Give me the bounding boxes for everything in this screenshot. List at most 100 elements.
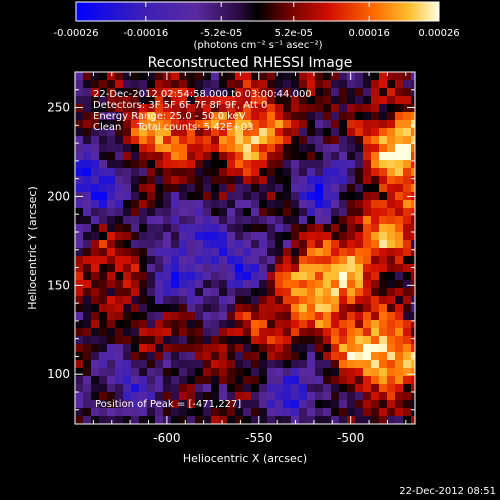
heatmap-cell <box>259 304 267 312</box>
heatmap-cell <box>243 168 251 176</box>
heatmap-cell <box>323 408 331 416</box>
heatmap-cell <box>115 392 123 400</box>
heatmap-cell <box>179 376 187 384</box>
heatmap-cell <box>211 248 219 256</box>
heatmap-cell <box>403 168 411 176</box>
heatmap-cell <box>243 144 251 152</box>
heatmap-cell <box>259 248 267 256</box>
heatmap-cell <box>107 176 115 184</box>
heatmap-cell <box>219 200 227 208</box>
heatmap-cell <box>179 312 187 320</box>
heatmap-cell <box>131 328 139 336</box>
heatmap-cell <box>355 120 363 128</box>
heatmap-cell <box>219 232 227 240</box>
heatmap-cell <box>235 104 243 112</box>
heatmap-cell <box>179 400 187 408</box>
heatmap-cell <box>171 352 179 360</box>
heatmap-cell <box>331 176 339 184</box>
heatmap-cell <box>75 136 83 144</box>
heatmap-cell <box>379 224 387 232</box>
heatmap-cell <box>139 344 147 352</box>
heatmap-cell <box>355 160 363 168</box>
heatmap-cell <box>99 344 107 352</box>
heatmap-cell <box>155 272 163 280</box>
heatmap-cell <box>323 120 331 128</box>
heatmap-cell <box>131 72 139 80</box>
heatmap-cell <box>403 152 411 160</box>
heatmap-cell <box>139 256 147 264</box>
heatmap-cell <box>171 344 179 352</box>
heatmap-cell <box>411 280 415 288</box>
heatmap-cell <box>219 384 227 392</box>
heatmap-cell <box>243 80 251 88</box>
heatmap-cell <box>403 248 411 256</box>
heatmap-cell <box>243 296 251 304</box>
heatmap-cell <box>147 320 155 328</box>
heatmap-cell <box>123 192 131 200</box>
heatmap-cell <box>179 192 187 200</box>
heatmap-cell <box>115 352 123 360</box>
heatmap-cell <box>299 160 307 168</box>
heatmap-cell <box>179 200 187 208</box>
heatmap-cell <box>83 152 91 160</box>
heatmap-cell <box>123 240 131 248</box>
heatmap-cell <box>243 376 251 384</box>
heatmap-cell <box>139 296 147 304</box>
heatmap-cell <box>171 136 179 144</box>
heatmap-cell <box>251 368 259 376</box>
heatmap-cell <box>155 128 163 136</box>
heatmap-cell <box>411 72 415 80</box>
heatmap-cell <box>267 376 275 384</box>
heatmap-cell <box>227 208 235 216</box>
heatmap-cell <box>139 176 147 184</box>
heatmap-cell <box>291 344 299 352</box>
heatmap-cell <box>203 232 211 240</box>
heatmap-cell <box>171 360 179 368</box>
heatmap-cell <box>347 160 355 168</box>
heatmap-cell <box>259 112 267 120</box>
heatmap-cell <box>115 128 123 136</box>
heatmap-cell <box>107 136 115 144</box>
heatmap-cell <box>299 280 307 288</box>
heatmap-cell <box>195 408 203 416</box>
heatmap-cell <box>331 272 339 280</box>
heatmap-cell <box>243 200 251 208</box>
heatmap-cell <box>275 144 283 152</box>
heatmap-cell <box>227 224 235 232</box>
colorbar-tick-label: -0.00026 <box>54 28 99 39</box>
heatmap-cell <box>339 72 347 80</box>
timestamp: 22-Dec-2012 08:51 <box>399 486 496 497</box>
heatmap-cell <box>211 336 219 344</box>
heatmap-cell <box>315 144 323 152</box>
heatmap-cell <box>267 248 275 256</box>
heatmap-cell <box>123 72 131 80</box>
heatmap-cell <box>131 320 139 328</box>
heatmap-cell <box>267 160 275 168</box>
heatmap-cell <box>187 152 195 160</box>
heatmap-cell <box>291 208 299 216</box>
heatmap-cell <box>355 192 363 200</box>
heatmap-cell <box>403 216 411 224</box>
heatmap-cell <box>251 128 259 136</box>
heatmap-cell <box>195 280 203 288</box>
heatmap-cell <box>299 184 307 192</box>
heatmap-cell <box>403 368 411 376</box>
heatmap-cell <box>339 256 347 264</box>
heatmap-cell <box>83 144 91 152</box>
heatmap-cell <box>363 104 371 112</box>
heatmap-cell <box>291 160 299 168</box>
heatmap-cell <box>307 128 315 136</box>
heatmap-cell <box>75 376 83 384</box>
heatmap-cell <box>379 232 387 240</box>
heatmap-cell <box>83 336 91 344</box>
heatmap-cell <box>363 144 371 152</box>
heatmap-cell <box>387 280 395 288</box>
heatmap-cell <box>211 304 219 312</box>
heatmap-cell <box>283 96 291 104</box>
heatmap-cell <box>259 288 267 296</box>
heatmap-cell <box>251 192 259 200</box>
heatmap-cell <box>355 136 363 144</box>
heatmap-cell <box>299 384 307 392</box>
heatmap-cell <box>171 384 179 392</box>
heatmap-cell <box>363 264 371 272</box>
